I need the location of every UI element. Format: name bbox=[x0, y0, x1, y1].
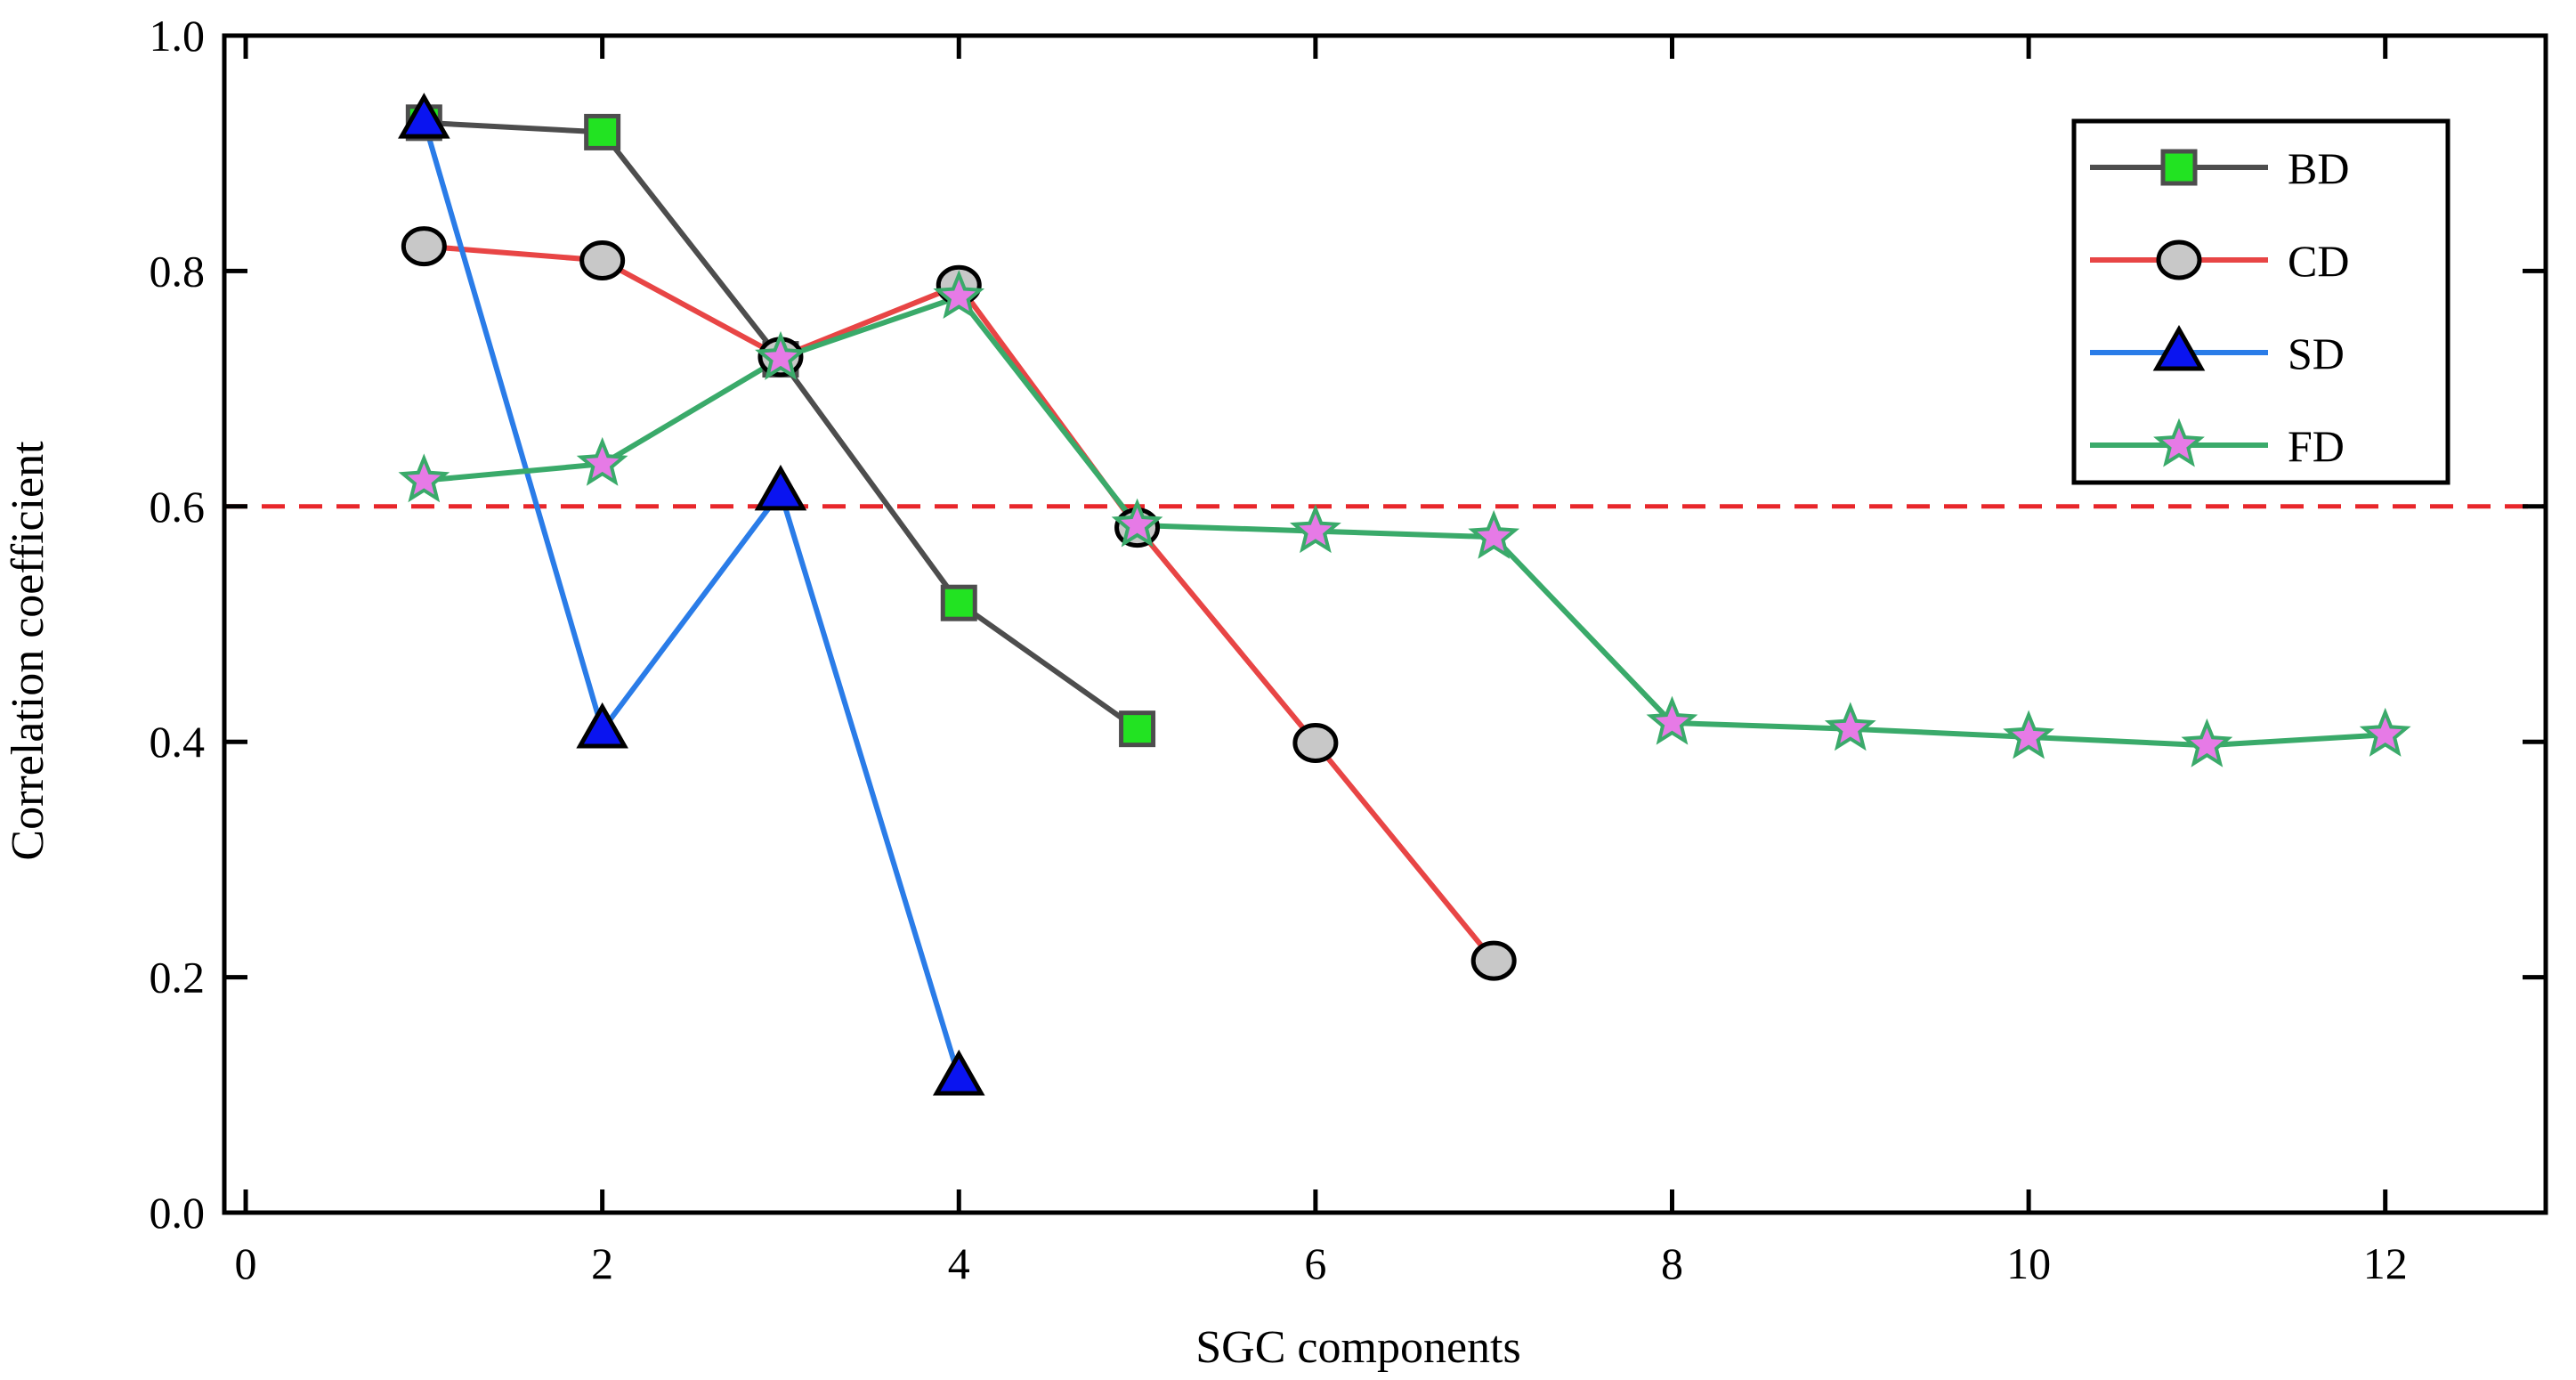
x-tick-label-10: 10 bbox=[2006, 1238, 2051, 1288]
x-axis-title: SGC components bbox=[1195, 1322, 1520, 1373]
y-tick-label-0.8: 0.8 bbox=[150, 246, 206, 296]
point-cd-6 bbox=[1292, 723, 1339, 764]
point-fd-11 bbox=[2181, 718, 2233, 767]
legend-label-fd: FD bbox=[2288, 421, 2345, 471]
legend-marker-sd bbox=[2152, 324, 2206, 371]
legend-label-sd: SD bbox=[2288, 329, 2345, 378]
legend-marker-cd bbox=[2156, 239, 2202, 280]
legend-marker-bd bbox=[2160, 149, 2198, 186]
y-tick-label-0: 0.0 bbox=[150, 1188, 206, 1238]
y-tick-label-0.6: 0.6 bbox=[150, 482, 206, 532]
legend-box bbox=[2071, 118, 2450, 485]
point-fd-4 bbox=[933, 270, 985, 320]
point-fd-10 bbox=[2003, 710, 2054, 759]
series-line-bd bbox=[421, 119, 1140, 732]
point-cd-7 bbox=[1470, 940, 1517, 981]
plot-frame bbox=[222, 33, 2548, 1215]
series-line-fd bbox=[421, 294, 2388, 749]
point-fd-5 bbox=[1111, 498, 1163, 548]
x-tick-label-8: 8 bbox=[1661, 1238, 1683, 1288]
point-bd-4 bbox=[940, 584, 977, 621]
point-fd-6 bbox=[1290, 504, 1341, 554]
point-fd-12 bbox=[2359, 707, 2411, 757]
point-cd-2 bbox=[579, 240, 626, 281]
x-tick-label-0: 0 bbox=[235, 1238, 257, 1288]
x-tick-label-12: 12 bbox=[2363, 1238, 2408, 1288]
y-tick-label-1: 1.0 bbox=[150, 11, 206, 61]
point-bd-2 bbox=[584, 113, 621, 150]
x-tick-label-2: 2 bbox=[591, 1238, 613, 1288]
legend-marker-fd bbox=[2153, 418, 2205, 467]
point-fd-2 bbox=[576, 436, 628, 486]
y-tick-label-0.4: 0.4 bbox=[150, 717, 206, 767]
y-axis-title: Correlation coefficient bbox=[3, 441, 53, 861]
point-fd-9 bbox=[1824, 702, 1876, 751]
legend-label-cd: CD bbox=[2288, 236, 2349, 286]
point-sd-4 bbox=[932, 1049, 985, 1096]
point-cd-1 bbox=[401, 226, 447, 267]
point-fd-7 bbox=[1468, 509, 1520, 559]
point-fd-3 bbox=[755, 330, 806, 380]
point-fd-1 bbox=[398, 453, 450, 503]
point-sd-1 bbox=[398, 93, 450, 139]
point-sd-2 bbox=[576, 702, 628, 749]
point-fd-8 bbox=[1646, 695, 1698, 745]
series-line-sd bbox=[421, 118, 962, 1080]
x-tick-label-6: 6 bbox=[1304, 1238, 1326, 1288]
legend-label-bd: BD bbox=[2288, 143, 2349, 193]
point-sd-3 bbox=[754, 464, 807, 511]
point-bd-5 bbox=[1119, 710, 1156, 748]
y-tick-label-0.2: 0.2 bbox=[150, 953, 206, 1003]
x-tick-label-4: 4 bbox=[948, 1238, 970, 1288]
